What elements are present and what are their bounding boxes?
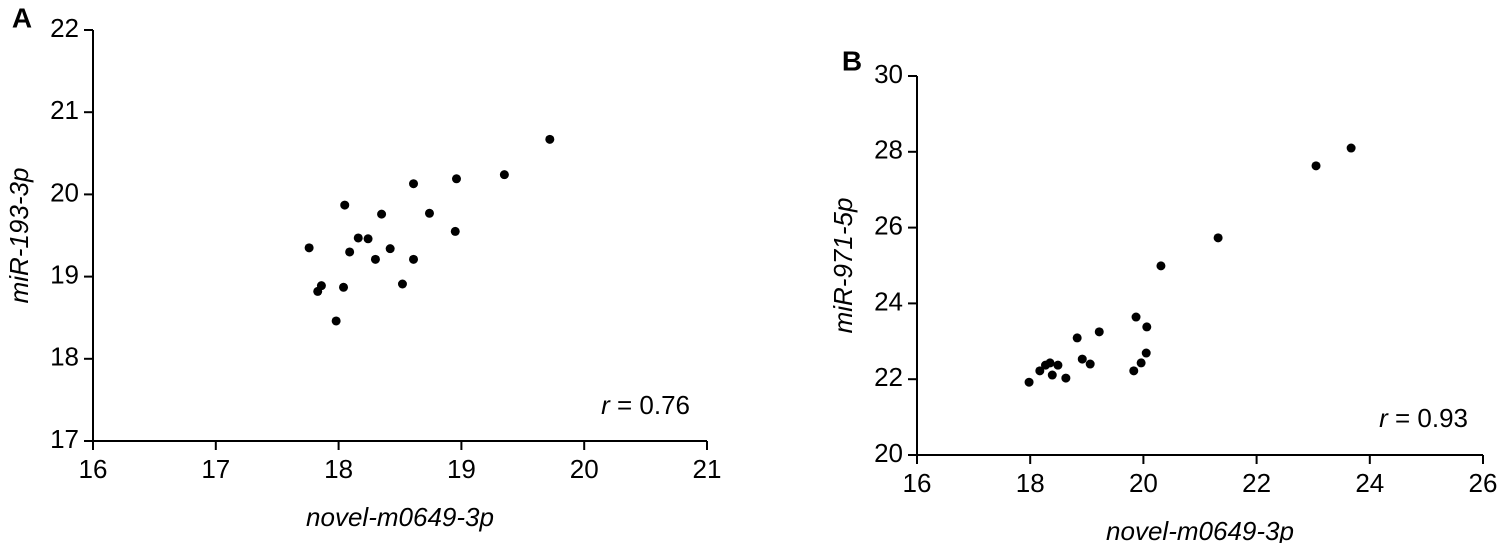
y-tick-label: 30	[874, 59, 903, 89]
panel-label: B	[842, 45, 862, 76]
y-tick-label: 28	[874, 135, 903, 165]
point	[1077, 354, 1087, 364]
x-tick-label: 24	[1355, 468, 1384, 498]
x-tick-label: 21	[693, 454, 722, 484]
point	[409, 254, 419, 264]
annotation: r = 0.76	[601, 390, 690, 420]
point	[353, 233, 363, 243]
y-tick-label: 22	[874, 362, 903, 392]
x-axis-title: novel-m0649-3p	[306, 502, 494, 532]
x-tick-label: 16	[79, 454, 108, 484]
point	[331, 316, 341, 326]
point	[409, 179, 419, 189]
annotation-symbol: r	[1379, 403, 1389, 433]
y-tick-label: 18	[50, 342, 79, 372]
point	[499, 170, 509, 180]
y-tick-label: 17	[50, 424, 79, 454]
x-tick-label: 17	[201, 454, 230, 484]
point	[316, 281, 326, 291]
y-tick-label: 22	[50, 13, 79, 43]
y-axis-title: miR-193-3p	[4, 168, 34, 304]
point	[1094, 327, 1104, 337]
annotation-symbol: r	[601, 390, 611, 420]
point	[397, 279, 407, 289]
x-tick-label: 20	[1129, 468, 1158, 498]
annotation-value: = 0.76	[610, 390, 690, 420]
x-tick-label: 20	[570, 454, 599, 484]
x-tick-label: 19	[447, 454, 476, 484]
y-tick-label: 26	[874, 210, 903, 240]
annotation-value: = 0.93	[1388, 403, 1468, 433]
x-tick-label: 16	[903, 468, 932, 498]
point	[1053, 360, 1063, 370]
point	[304, 243, 314, 253]
x-tick-label: 18	[324, 454, 353, 484]
point	[1136, 358, 1146, 368]
point	[450, 226, 460, 236]
y-tick-label: 21	[50, 95, 79, 125]
point	[1311, 161, 1321, 171]
point	[1131, 312, 1141, 322]
point	[1072, 333, 1082, 343]
y-tick-label: 19	[50, 259, 79, 289]
point	[1142, 322, 1152, 332]
point	[1156, 261, 1166, 271]
point	[363, 234, 373, 244]
point	[1129, 366, 1139, 376]
y-tick-label: 20	[874, 438, 903, 468]
point	[451, 174, 461, 184]
point	[424, 208, 434, 218]
point	[1346, 143, 1356, 153]
x-axis-title: novel-m0649-3p	[1106, 516, 1294, 543]
point	[545, 134, 555, 144]
point	[340, 200, 350, 210]
y-tick-label: 24	[874, 286, 903, 316]
point	[377, 209, 387, 219]
x-tick-label: 22	[1242, 468, 1271, 498]
panel-label: A	[12, 2, 32, 33]
point	[1024, 377, 1034, 387]
point	[1141, 348, 1151, 358]
y-axis-title: miR-971-5p	[828, 198, 858, 334]
point	[1085, 359, 1095, 369]
point	[1035, 366, 1045, 376]
annotation: r = 0.93	[1379, 403, 1468, 433]
y-tick-label: 20	[50, 177, 79, 207]
x-tick-label: 26	[1469, 468, 1498, 498]
point	[1047, 370, 1057, 380]
point	[345, 247, 355, 257]
x-tick-label: 18	[1016, 468, 1045, 498]
point	[385, 244, 395, 254]
point	[1045, 358, 1055, 368]
point	[1213, 233, 1223, 243]
point	[1061, 373, 1071, 383]
point	[339, 282, 349, 292]
point	[370, 254, 380, 264]
